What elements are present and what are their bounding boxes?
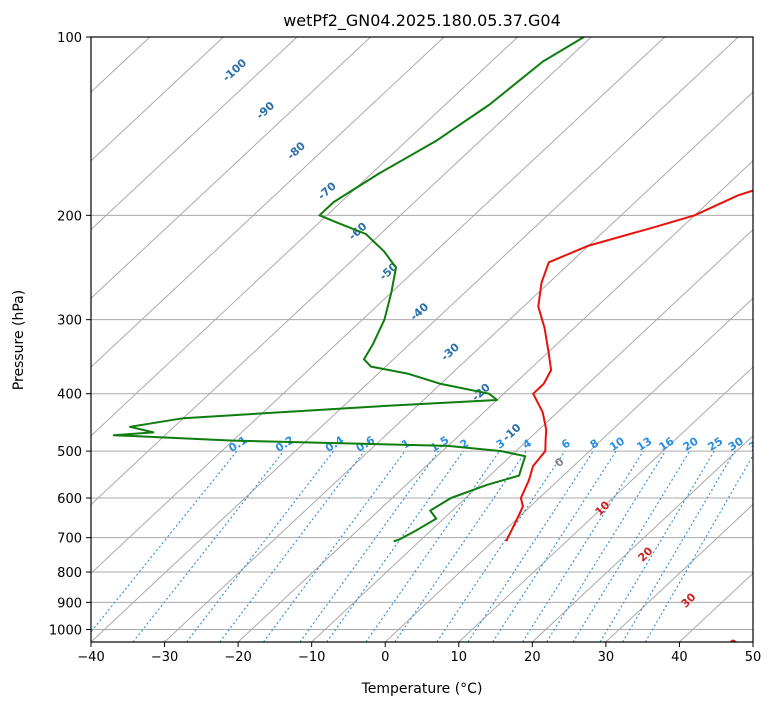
x-tick-label: 20	[524, 650, 541, 665]
mixing-ratio-line	[263, 450, 406, 642]
isotherm-line	[311, 228, 753, 642]
mixing-ratio-label: 1.5	[428, 433, 451, 455]
y-tick-label: 400	[57, 388, 82, 403]
dewpoint-line	[112, 37, 585, 543]
x-tick-label: 30	[598, 650, 615, 665]
x-tick-label: −20	[224, 650, 251, 665]
mixing-ratio-line	[572, 450, 691, 642]
isotherm-line	[458, 366, 753, 642]
mixing-ratio-line	[132, 450, 285, 642]
isotherm-line	[91, 37, 519, 437]
mixing-ratio-line	[644, 454, 753, 642]
mixing-ratio-line	[365, 450, 500, 642]
moist-adiabat-label: 30	[679, 590, 699, 610]
moist-adiabat-label: 0	[552, 455, 567, 470]
dry-adiabat-label: -50	[377, 260, 401, 283]
isotherm-line	[531, 435, 753, 642]
line-labels: 0.1 0.2 0.4 0.6 1 1.5 2 3 4 6 8 10 13 16 20 25 30 36-100-…	[220, 56, 767, 656]
mixing-ratio-label: 0.2	[273, 433, 296, 455]
mixing-ratio-label: 0.1	[226, 433, 249, 455]
isotherm-line	[91, 37, 298, 231]
dry-adiabat-label: -80	[285, 139, 309, 162]
isotherm-line	[164, 91, 753, 642]
mixing-ratio-line	[219, 450, 365, 642]
dry-adiabat-label: -70	[315, 179, 339, 202]
mixing-ratio-line	[492, 450, 617, 642]
isotherm-line	[91, 37, 445, 368]
temperature-line	[505, 189, 753, 542]
mixing-ratio-line	[622, 450, 736, 642]
mixing-ratio-line	[326, 450, 464, 642]
y-axis-label: Pressure (hPa)	[11, 290, 27, 390]
x-tick-label: 0	[381, 650, 389, 665]
y-tick-label: 500	[57, 445, 82, 460]
isotherm-line	[237, 160, 753, 642]
dry-adiabat-label: -100	[220, 56, 249, 84]
mixing-ratio-label: 6	[559, 436, 573, 451]
mixing-ratio-line	[436, 450, 566, 642]
isotherm-line	[679, 572, 753, 642]
moist-adiabat-label: 20	[636, 544, 656, 564]
y-axis: 100 200 300 400 500 600 700 800 900 1000	[49, 31, 91, 638]
isotherm-line	[0, 37, 3, 642]
mixing-ratio-label: 4	[520, 436, 534, 451]
y-tick-label: 300	[57, 314, 82, 329]
isotherm-line	[91, 37, 592, 506]
mixing-ratio-line	[546, 450, 666, 642]
moist-adiabat-label: 40	[722, 636, 742, 656]
mixing-ratio-line	[522, 450, 644, 642]
x-axis: −40 −30 −20 −10 0 10 20 30 40 50	[77, 642, 761, 665]
isotherm-line	[384, 297, 753, 642]
y-tick-label: 800	[57, 566, 82, 581]
mixing-ratio-label: 36	[747, 434, 767, 453]
dry-adiabat-label: -30	[439, 340, 463, 363]
mixing-ratio-line	[91, 450, 238, 633]
y-tick-label: 200	[57, 209, 82, 224]
y-tick-label: 600	[57, 492, 82, 507]
x-tick-label: 50	[745, 650, 762, 665]
mixing-ratio-line	[299, 450, 440, 642]
isotherm-line	[752, 641, 753, 642]
plot-frame	[90, 36, 754, 643]
x-tick-label: 40	[671, 650, 688, 665]
x-axis-label: Temperature (°C)	[361, 681, 483, 697]
x-tick-label: 10	[451, 650, 468, 665]
isotherm-line	[91, 37, 739, 642]
dry-adiabat-label: -90	[254, 99, 278, 122]
isotherm-line	[91, 37, 371, 299]
mixing-ratio-line	[599, 450, 715, 642]
sounding-series	[112, 37, 753, 543]
x-tick-label: −30	[151, 650, 178, 665]
isotherm-line	[605, 503, 753, 642]
mixing-ratio-line	[467, 450, 594, 642]
isotherm-line	[91, 37, 224, 162]
background-lines	[0, 37, 753, 642]
y-tick-label: 900	[57, 596, 82, 611]
mixing-ratio-label: 8	[588, 437, 602, 452]
isotherm-line	[91, 37, 666, 574]
x-tick-label: −40	[77, 650, 104, 665]
x-tick-label: −10	[298, 650, 325, 665]
y-tick-label: 1000	[49, 623, 82, 638]
mixing-ratio-label: 2	[458, 437, 472, 452]
y-tick-label: 700	[57, 532, 82, 547]
y-tick-label: 100	[57, 31, 82, 46]
chart-title: wetPf2_GN04.2025.180.05.37.G04	[283, 11, 561, 31]
